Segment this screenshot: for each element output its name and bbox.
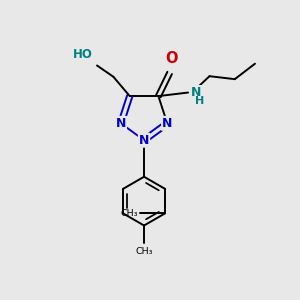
- Text: N: N: [162, 117, 172, 130]
- Text: CH₃: CH₃: [135, 247, 153, 256]
- Text: N: N: [191, 86, 202, 99]
- Text: O: O: [166, 51, 178, 66]
- Text: N: N: [116, 117, 126, 130]
- Text: N: N: [139, 134, 149, 147]
- Text: HO: HO: [73, 48, 93, 61]
- Text: H: H: [195, 96, 204, 106]
- Text: CH₃: CH₃: [121, 209, 138, 218]
